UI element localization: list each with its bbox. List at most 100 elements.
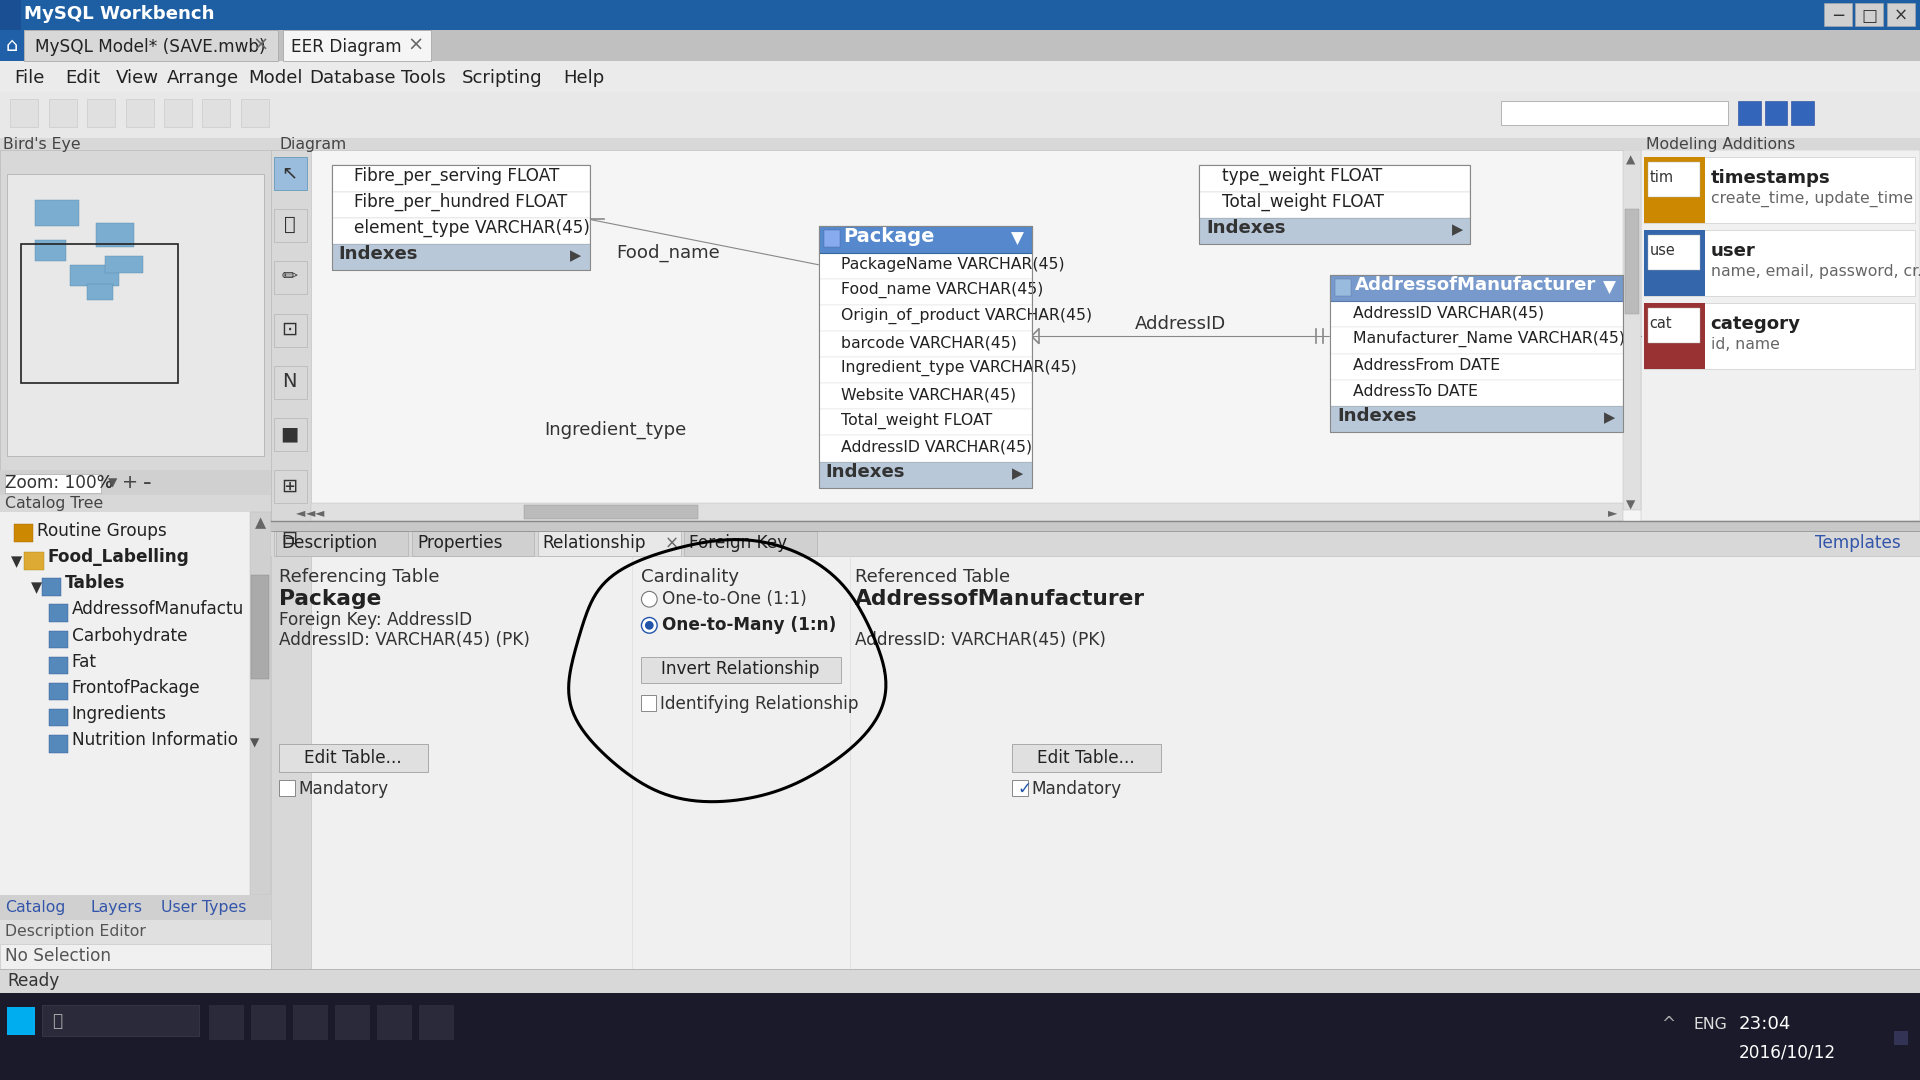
Bar xyxy=(0,470,271,495)
Text: 23:04: 23:04 xyxy=(1738,1015,1791,1034)
Bar xyxy=(1331,406,1622,432)
Text: MySQL Model* (SAVE.mwb): MySQL Model* (SAVE.mwb) xyxy=(35,38,265,56)
Bar xyxy=(125,99,154,127)
Text: Food_name VARCHAR(45): Food_name VARCHAR(45) xyxy=(841,282,1044,298)
Bar xyxy=(641,696,657,711)
Text: Indexes: Indexes xyxy=(338,245,419,264)
Bar xyxy=(48,708,67,727)
Bar xyxy=(338,225,349,237)
Text: Edit: Edit xyxy=(65,69,100,87)
Text: Origin_of_product VARCHAR(45): Origin_of_product VARCHAR(45) xyxy=(841,308,1092,324)
Bar xyxy=(10,99,38,127)
Bar xyxy=(1624,210,1640,313)
Text: No Selection: No Selection xyxy=(6,947,111,966)
Text: type_weight FLOAT: type_weight FLOAT xyxy=(1221,166,1382,185)
Text: AddressofManufacturer: AddressofManufacturer xyxy=(854,589,1144,609)
Text: Description Editor: Description Editor xyxy=(6,924,146,940)
Bar xyxy=(0,895,271,920)
Bar xyxy=(641,657,841,683)
Bar xyxy=(818,227,1031,253)
Text: ▶: ▶ xyxy=(1603,410,1615,426)
Bar xyxy=(48,735,67,753)
Bar xyxy=(48,631,67,648)
Bar xyxy=(311,150,1642,521)
Text: Description: Description xyxy=(280,535,376,553)
Bar xyxy=(0,495,271,512)
Text: ►: ► xyxy=(1609,505,1617,518)
Bar xyxy=(106,256,144,273)
Bar xyxy=(1791,102,1814,125)
Bar xyxy=(209,1005,244,1040)
Bar xyxy=(1647,235,1699,270)
Bar xyxy=(538,531,682,556)
Polygon shape xyxy=(338,173,349,185)
Bar xyxy=(1644,230,1914,296)
Text: create_time, update_time: create_time, update_time xyxy=(1711,190,1912,206)
Bar xyxy=(48,683,67,700)
Text: Catalog: Catalog xyxy=(6,900,65,915)
Text: ▼: ▼ xyxy=(250,737,259,750)
Text: Ingredients: Ingredients xyxy=(71,705,167,723)
Bar xyxy=(240,99,269,127)
Bar xyxy=(35,241,67,261)
Text: barcode VARCHAR(45): barcode VARCHAR(45) xyxy=(841,335,1018,350)
Bar xyxy=(1331,380,1622,406)
Bar xyxy=(1887,3,1914,26)
Text: Invert Relationship: Invert Relationship xyxy=(660,660,820,678)
Text: id, name: id, name xyxy=(1711,337,1780,352)
Text: Database: Database xyxy=(309,69,396,87)
Bar xyxy=(332,218,589,244)
Bar xyxy=(0,150,271,470)
Bar xyxy=(271,531,1920,556)
Text: ↖: ↖ xyxy=(282,163,298,181)
Bar xyxy=(1331,275,1622,301)
Polygon shape xyxy=(826,390,837,403)
Bar xyxy=(42,578,61,596)
Text: Tools: Tools xyxy=(401,69,445,87)
Text: ⊞: ⊞ xyxy=(282,476,298,496)
Bar xyxy=(818,279,1031,305)
Text: ■: ■ xyxy=(280,424,300,443)
Bar xyxy=(1644,303,1914,369)
Text: Routine Groups: Routine Groups xyxy=(36,522,167,540)
Bar xyxy=(1642,150,1920,521)
Bar xyxy=(818,435,1031,461)
Text: ▼: ▼ xyxy=(10,554,21,569)
Bar xyxy=(0,0,21,29)
Bar xyxy=(332,191,589,218)
Text: One-to-One (1:1): One-to-One (1:1) xyxy=(662,591,806,608)
Bar xyxy=(0,0,1920,29)
Bar xyxy=(1644,303,1705,369)
Bar xyxy=(294,1005,328,1040)
Text: user: user xyxy=(1711,242,1755,260)
Text: AddressofManufactu: AddressofManufactu xyxy=(71,600,244,619)
Bar xyxy=(1644,157,1705,222)
Text: AddressID: AddressID xyxy=(1135,314,1225,333)
Bar xyxy=(818,383,1031,409)
Circle shape xyxy=(645,621,653,630)
Text: AddressID: VARCHAR(45) (PK): AddressID: VARCHAR(45) (PK) xyxy=(278,631,530,649)
Text: category: category xyxy=(1711,315,1801,333)
Text: Carbohydrate: Carbohydrate xyxy=(71,626,186,645)
Bar xyxy=(1647,308,1699,343)
Bar xyxy=(0,29,1920,60)
Polygon shape xyxy=(1336,387,1348,399)
Bar xyxy=(271,150,311,969)
Bar xyxy=(1200,165,1469,244)
Bar xyxy=(824,230,839,247)
Bar xyxy=(1200,191,1469,218)
Bar xyxy=(275,470,307,503)
Bar xyxy=(1331,353,1622,380)
Text: Cardinality: Cardinality xyxy=(641,568,739,585)
Bar xyxy=(252,1005,286,1040)
Bar xyxy=(25,29,278,60)
Text: Zoom: 100%: Zoom: 100% xyxy=(6,473,113,491)
Text: Nutrition Informatio: Nutrition Informatio xyxy=(71,731,238,750)
Bar xyxy=(0,92,1920,137)
Text: ▶: ▶ xyxy=(570,248,582,264)
Text: Fibre_per_serving FLOAT: Fibre_per_serving FLOAT xyxy=(355,166,561,185)
Text: Bird's Eye: Bird's Eye xyxy=(4,137,81,152)
Bar xyxy=(818,330,1031,357)
Text: Package: Package xyxy=(843,227,935,245)
Bar xyxy=(0,944,271,969)
